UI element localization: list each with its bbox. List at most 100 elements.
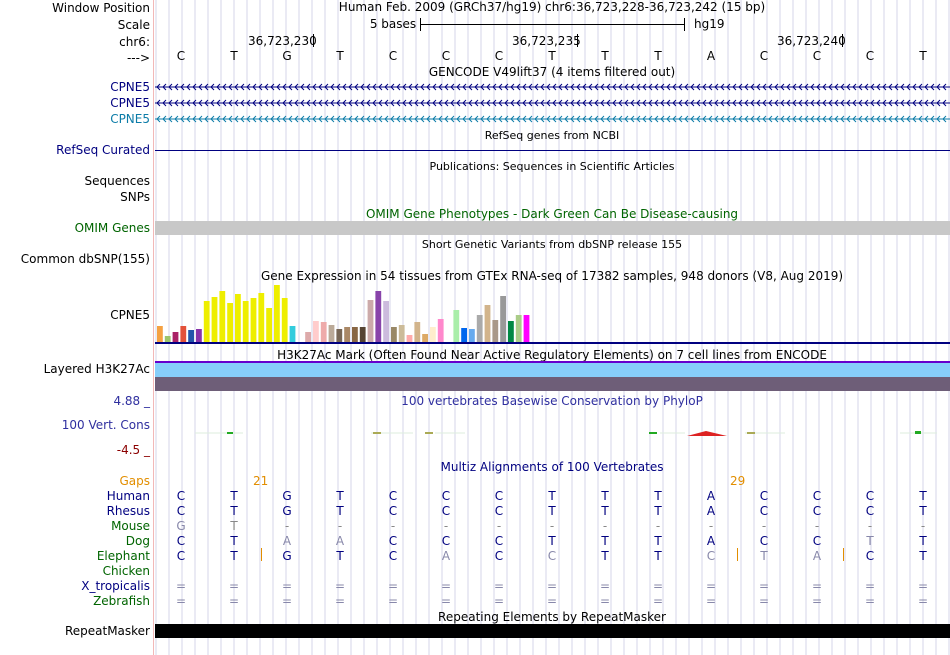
species-label-rhesus[interactable]: Rhesus bbox=[106, 504, 150, 518]
strand-chevron bbox=[522, 99, 527, 107]
gencode-item-1-label[interactable]: CPNE5 bbox=[110, 80, 150, 94]
strand-chevron bbox=[522, 115, 527, 123]
strand-chevron bbox=[894, 99, 899, 107]
gencode-gene-lines[interactable] bbox=[155, 78, 950, 128]
strand-chevron bbox=[492, 83, 497, 91]
strand-chevron bbox=[414, 83, 419, 91]
strand-chevron bbox=[294, 99, 299, 107]
strand-chevron bbox=[792, 83, 797, 91]
h3k27ac-track-label[interactable]: Layered H3K27Ac bbox=[43, 362, 150, 376]
multiz-track-title[interactable]: Multiz Alignments of 100 Vertebrates bbox=[440, 460, 664, 474]
conservation-plot[interactable] bbox=[155, 425, 950, 441]
alignment-base: T bbox=[230, 489, 238, 503]
omim-track-title[interactable]: OMIM Gene Phenotypes - Dark Green Can Be… bbox=[365, 207, 739, 221]
strand-chevron bbox=[606, 99, 611, 107]
strand-chevron bbox=[798, 115, 803, 123]
gtex-track-title[interactable]: Gene Expression in 54 tissues from GTEx … bbox=[260, 269, 844, 283]
conservation-track-label[interactable]: 100 Vert. Cons bbox=[61, 418, 150, 432]
species-label-x-tropicalis[interactable]: X_tropicalis bbox=[81, 579, 150, 593]
strand-chevron bbox=[426, 99, 431, 107]
track-image-area[interactable]: Human Feb. 2009 (GRCh37/hg19) chr6:36,72… bbox=[155, 0, 950, 655]
conservation-track-title[interactable]: 100 vertebrates Basewise Conservation by… bbox=[401, 394, 703, 408]
repeatmasker-track-title[interactable]: Repeating Elements by RepeatMasker bbox=[438, 610, 666, 624]
gtex-expression-chart[interactable] bbox=[155, 283, 950, 345]
dbsnp-track-label[interactable]: Common dbSNP(155) bbox=[20, 252, 150, 266]
gtex-tissue-bar bbox=[398, 325, 405, 342]
species-label-mouse[interactable]: Mouse bbox=[111, 519, 150, 533]
refseq-gene-line[interactable] bbox=[155, 150, 950, 151]
strand-chevron bbox=[432, 115, 437, 123]
strand-chevron bbox=[786, 83, 791, 91]
species-label-zebrafish[interactable]: Zebrafish bbox=[93, 594, 150, 608]
strand-chevron bbox=[672, 99, 677, 107]
scale-label: Scale bbox=[117, 18, 150, 32]
strand-chevron bbox=[912, 99, 917, 107]
reference-base: G bbox=[282, 49, 292, 63]
strand-chevron bbox=[594, 83, 599, 91]
strand-chevron bbox=[936, 115, 941, 123]
publications-sequences-label[interactable]: Sequences bbox=[84, 174, 150, 188]
species-label-chicken[interactable]: Chicken bbox=[102, 564, 150, 578]
strand-chevron bbox=[816, 83, 821, 91]
strand-chevron bbox=[216, 83, 221, 91]
reference-base: C bbox=[441, 49, 451, 63]
h3k27ac-signal-bar-purple[interactable] bbox=[155, 377, 950, 391]
reference-base: T bbox=[548, 49, 556, 63]
publications-track-title[interactable]: Publications: Sequences in Scientific Ar… bbox=[429, 160, 675, 173]
strand-chevron bbox=[654, 99, 659, 107]
strand-chevron bbox=[186, 115, 191, 123]
gencode-track-title[interactable]: GENCODE V49lift37 (4 items filtered out) bbox=[428, 65, 676, 79]
strand-chevron bbox=[396, 115, 401, 123]
gtex-track-label[interactable]: CPNE5 bbox=[110, 308, 150, 322]
omim-genes-label[interactable]: OMIM Genes bbox=[74, 221, 150, 235]
alignment-base: A bbox=[441, 549, 451, 563]
strand-chevron bbox=[750, 99, 755, 107]
strand-chevron bbox=[480, 83, 485, 91]
strand-chevron bbox=[246, 115, 251, 123]
gencode-item-3-label[interactable]: CPNE5 bbox=[110, 112, 150, 126]
h3k27ac-track-title[interactable]: H3K27Ac Mark (Often Found Near Active Re… bbox=[277, 348, 827, 362]
strand-chevron bbox=[534, 115, 539, 123]
omim-gene-bar[interactable] bbox=[155, 221, 950, 235]
alignment-base: T bbox=[230, 534, 238, 548]
alignment-base: A bbox=[706, 534, 716, 548]
strand-chevron bbox=[306, 115, 311, 123]
refseq-track-label[interactable]: RefSeq Curated bbox=[56, 143, 150, 157]
alignment-base: C bbox=[865, 549, 875, 563]
h3k27ac-signal-bar-cyan[interactable] bbox=[155, 363, 950, 377]
alignment-base: G bbox=[176, 519, 186, 533]
gencode-item-2-label[interactable]: CPNE5 bbox=[110, 96, 150, 110]
strand-chevron bbox=[570, 99, 575, 107]
strand-chevron bbox=[318, 115, 323, 123]
strand-chevron bbox=[834, 99, 839, 107]
gtex-tissue-bar bbox=[305, 332, 311, 342]
gtex-tissue-bar bbox=[336, 329, 343, 342]
alignment-base: A bbox=[706, 504, 716, 518]
species-label-human[interactable]: Human bbox=[106, 489, 150, 503]
strand-chevron bbox=[528, 99, 533, 107]
gtex-tissue-bar bbox=[266, 308, 272, 342]
position-tick-3: 36,723,240 bbox=[777, 34, 846, 48]
strand-chevron bbox=[876, 115, 881, 123]
strand-chevron bbox=[468, 115, 473, 123]
repeatmasker-element-bar[interactable] bbox=[155, 624, 950, 638]
strand-chevron bbox=[516, 115, 521, 123]
dbsnp-track-title[interactable]: Short Genetic Variants from dbSNP releas… bbox=[421, 238, 683, 251]
alignment-base: C bbox=[176, 489, 186, 503]
publications-snps-label[interactable]: SNPs bbox=[120, 190, 150, 204]
strand-chevron bbox=[738, 99, 743, 107]
strand-chevron bbox=[714, 83, 719, 91]
strand-chevron bbox=[210, 99, 215, 107]
repeatmasker-track-label[interactable]: RepeatMasker bbox=[64, 624, 150, 638]
strand-chevron bbox=[384, 115, 389, 123]
alignment-base: = bbox=[493, 594, 505, 608]
strand-chevron bbox=[750, 83, 755, 91]
strand-chevron bbox=[282, 115, 287, 123]
species-label-dog[interactable]: Dog bbox=[125, 534, 150, 548]
strand-chevron bbox=[780, 99, 785, 107]
refseq-track-title[interactable]: RefSeq genes from NCBI bbox=[484, 129, 620, 142]
alignment-base: C bbox=[494, 489, 504, 503]
strand-label: ---> bbox=[126, 51, 150, 65]
alignment-base: C bbox=[494, 549, 504, 563]
species-label-elephant[interactable]: Elephant bbox=[96, 549, 150, 563]
